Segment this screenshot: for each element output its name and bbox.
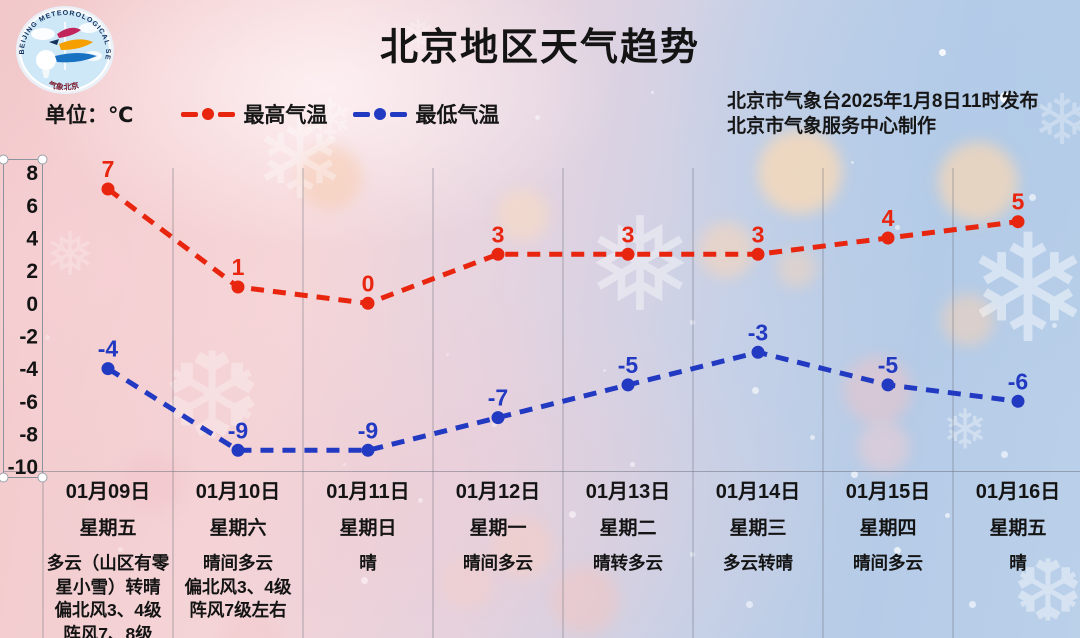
day-weather: 晴 bbox=[359, 553, 377, 573]
min-temp-point bbox=[361, 443, 375, 457]
min-temp-point bbox=[1011, 394, 1025, 408]
y-tick-label: 6 bbox=[26, 195, 38, 218]
max-temp-value-label: 3 bbox=[752, 221, 765, 247]
min-temp-value-label: -7 bbox=[488, 385, 508, 411]
max-temp-point bbox=[231, 280, 245, 294]
min-temp-point bbox=[881, 378, 895, 392]
min-temp-point bbox=[231, 443, 245, 457]
day-date: 01月13日 bbox=[585, 481, 671, 503]
min-temp-value-label: -5 bbox=[878, 352, 899, 378]
day-date: 01月11日 bbox=[326, 481, 410, 503]
max-temp-point bbox=[751, 247, 765, 261]
y-tick-label: -4 bbox=[19, 358, 38, 381]
selection-handle[interactable] bbox=[0, 472, 9, 483]
min-temp-point bbox=[621, 378, 635, 392]
min-temp-value-label: -4 bbox=[98, 336, 119, 362]
y-tick-label: -6 bbox=[19, 391, 38, 414]
min-temp-value-label: -3 bbox=[748, 319, 768, 345]
min-temp-value-label: -9 bbox=[358, 417, 378, 443]
legend-row: 单位：℃ 最高气温 最低气温 bbox=[45, 99, 525, 129]
day-weekday: 星期五 bbox=[989, 518, 1047, 539]
source-info: 北京市气象台2025年1月8日11时发布 北京市气象服务中心制作 bbox=[727, 89, 1039, 139]
legend-min-label: 最低气温 bbox=[415, 104, 500, 127]
min-temp-line-icon bbox=[353, 108, 408, 120]
max-temp-point bbox=[881, 231, 895, 245]
max-temp-value-label: 7 bbox=[102, 156, 115, 182]
max-temp-point bbox=[621, 247, 635, 261]
day-date: 01月09日 bbox=[65, 481, 151, 503]
day-weather: 晴 bbox=[1009, 553, 1027, 573]
y-tick-label: -8 bbox=[19, 423, 38, 446]
day-weather: 多云转晴 bbox=[723, 553, 793, 573]
y-tick-label: 4 bbox=[26, 227, 38, 250]
day-weekday: 星期日 bbox=[339, 518, 397, 539]
day-date: 01月12日 bbox=[455, 481, 541, 503]
day-weekday: 星期二 bbox=[599, 518, 657, 539]
y-tick-label: -2 bbox=[19, 325, 38, 348]
max-temp-point bbox=[361, 296, 375, 310]
min-temp-value-label: -5 bbox=[618, 352, 639, 378]
day-weekday: 星期四 bbox=[859, 518, 917, 539]
max-temp-value-label: 3 bbox=[622, 221, 635, 247]
legend-max-temp: 最高气温 bbox=[181, 99, 327, 129]
day-column: 01月14日 星期三多云转晴 bbox=[693, 477, 823, 576]
day-column: 01月13日 星期二晴转多云 bbox=[563, 477, 693, 576]
max-temp-point bbox=[491, 247, 505, 261]
source-line-2: 北京市气象服务中心制作 bbox=[727, 116, 937, 137]
day-weather: 晴间多云 bbox=[853, 553, 923, 573]
day-weather: 多云（山区有零 星小雪）转晴 偏北风3、4级 阵风7、8级 bbox=[46, 553, 170, 638]
day-weather: 晴间多云 偏北风3、4级 阵风7级左右 bbox=[184, 553, 292, 620]
max-temp-value-label: 5 bbox=[1012, 189, 1025, 215]
day-date: 01月15日 bbox=[845, 481, 931, 503]
day-column: 01月16日 星期五晴 bbox=[953, 477, 1080, 576]
max-temp-point bbox=[101, 182, 115, 196]
legend-min-temp: 最低气温 bbox=[353, 99, 499, 129]
min-temp-value-label: -6 bbox=[1008, 368, 1028, 394]
y-tick-label: 0 bbox=[26, 293, 38, 316]
max-temp-value-label: 3 bbox=[492, 221, 505, 247]
day-weather: 晴间多云 bbox=[463, 553, 533, 573]
day-column: 01月10日 星期六晴间多云 偏北风3、4级 阵风7级左右 bbox=[173, 477, 303, 623]
source-line-1: 北京市气象台2025年1月8日11时发布 bbox=[727, 91, 1039, 112]
day-date: 01月16日 bbox=[975, 481, 1061, 503]
day-weekday: 星期一 bbox=[469, 518, 527, 539]
day-date: 01月14日 bbox=[715, 481, 801, 503]
unit-label: 单位：℃ bbox=[45, 104, 134, 127]
day-column: 01月15日 星期四晴间多云 bbox=[823, 477, 953, 576]
meteorological-service-logo: BEIJING METEOROLOGICAL SERVICE 气象北京 bbox=[13, 4, 114, 94]
selection-handle[interactable] bbox=[37, 472, 48, 483]
max-temp-value-label: 1 bbox=[232, 254, 245, 280]
max-temp-value-label: 0 bbox=[362, 270, 375, 296]
day-column: 01月12日 星期一晴间多云 bbox=[433, 477, 563, 576]
day-weather: 晴转多云 bbox=[593, 553, 663, 573]
max-temp-line bbox=[106, 187, 1019, 306]
min-temp-point bbox=[491, 411, 505, 425]
day-weekday: 星期五 bbox=[79, 518, 137, 539]
max-temp-value-label: 4 bbox=[882, 205, 895, 231]
min-temp-point bbox=[751, 345, 765, 359]
selection-handle[interactable] bbox=[37, 154, 48, 165]
max-temp-point bbox=[1011, 215, 1025, 229]
selection-handle[interactable] bbox=[0, 154, 9, 165]
legend-max-label: 最高气温 bbox=[243, 104, 328, 127]
max-temp-line-icon bbox=[181, 108, 236, 120]
day-column: 01月09日 星期五多云（山区有零 星小雪）转晴 偏北风3、4级 阵风7、8级 bbox=[43, 477, 173, 638]
day-column: 01月11日 星期日晴 bbox=[303, 477, 433, 576]
y-tick-label: 8 bbox=[26, 162, 38, 185]
min-temp-line bbox=[106, 349, 1019, 453]
day-weekday: 星期三 bbox=[729, 518, 787, 539]
min-temp-value-label: -9 bbox=[228, 417, 248, 443]
y-tick-label: 2 bbox=[26, 260, 38, 283]
yaxis-selection-box bbox=[3, 159, 43, 478]
day-date: 01月10日 bbox=[195, 481, 281, 503]
min-temp-point bbox=[101, 362, 115, 376]
day-weekday: 星期六 bbox=[209, 518, 267, 539]
page-title: 北京地区天气趋势 bbox=[379, 27, 700, 69]
y-tick-label: -10 bbox=[8, 456, 38, 479]
